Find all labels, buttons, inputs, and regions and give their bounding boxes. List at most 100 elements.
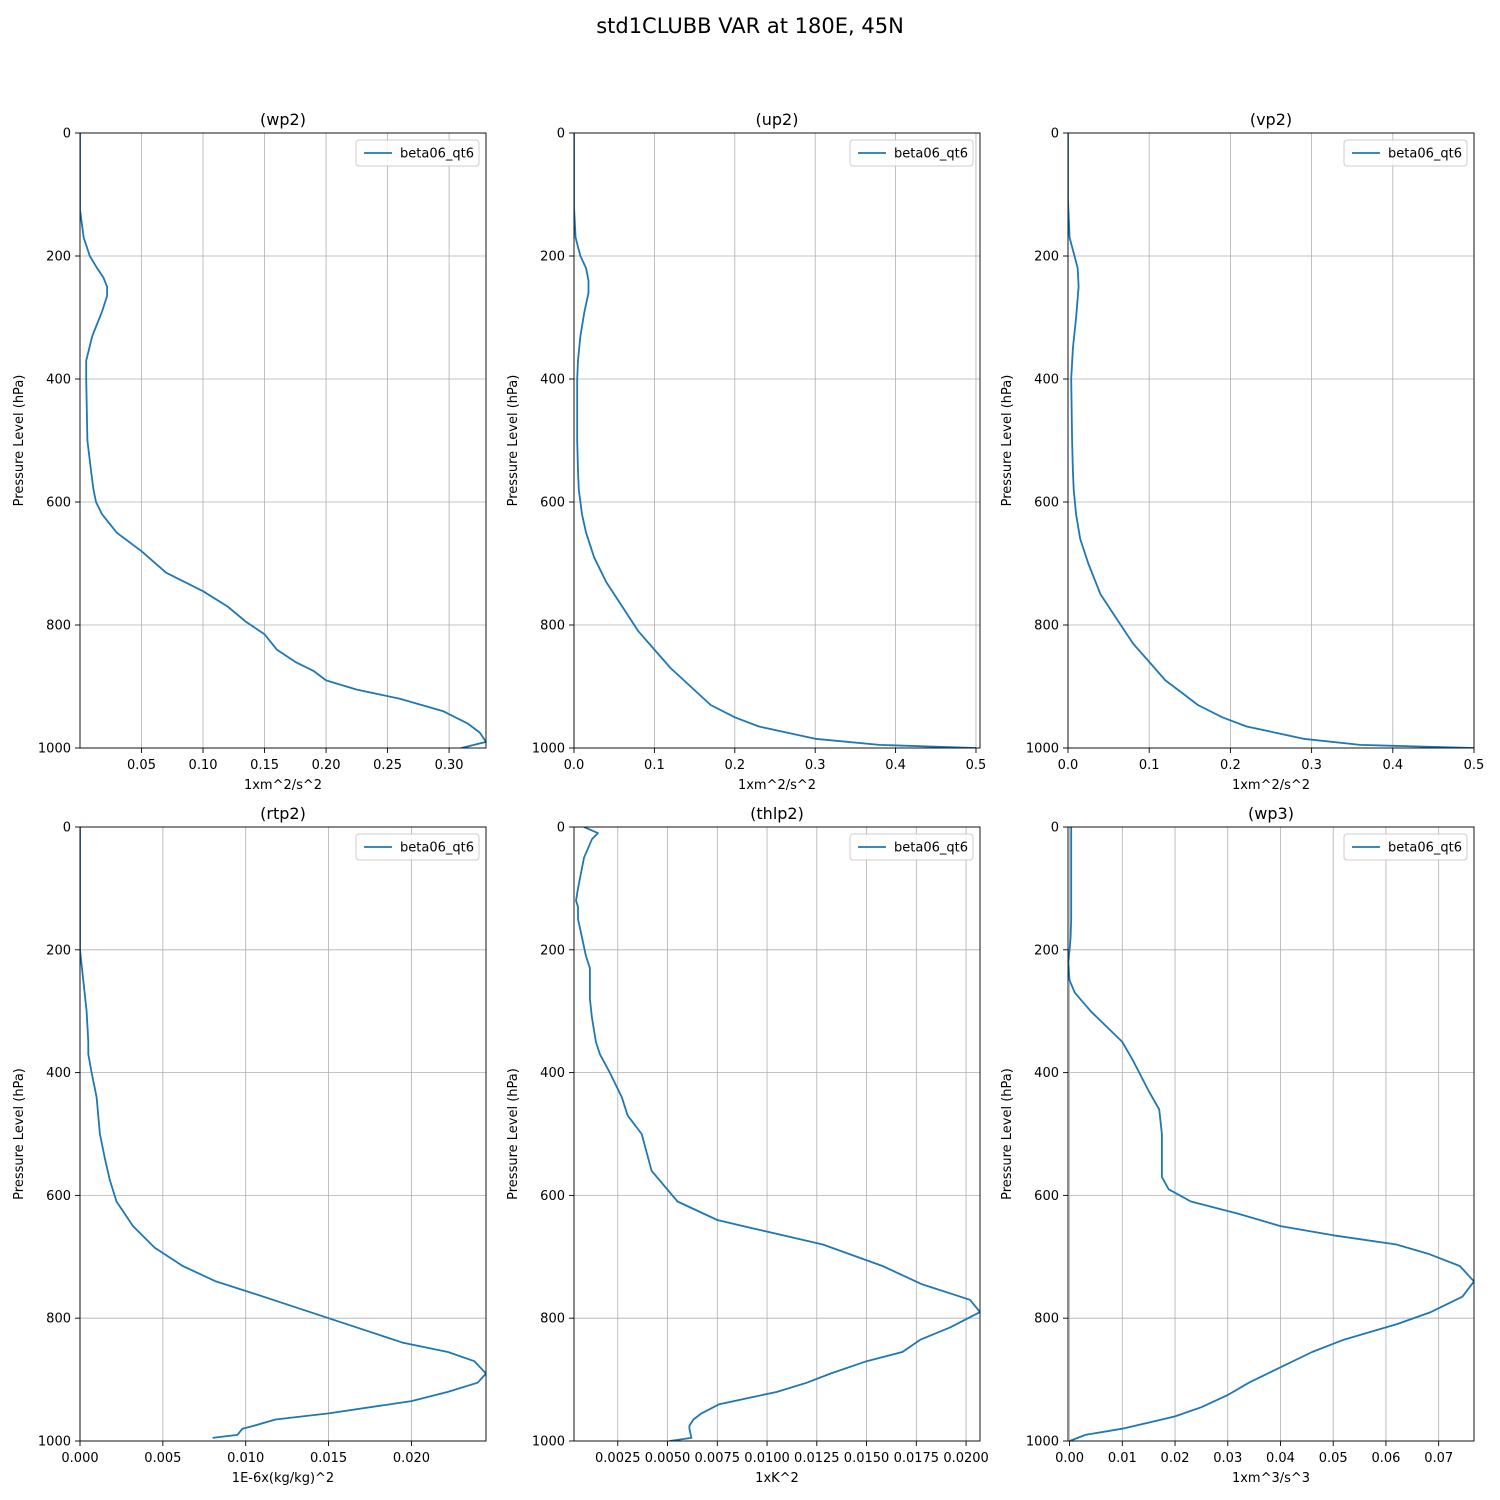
y-tick-label: 0 — [63, 127, 71, 142]
x-tick-label: 0.0175 — [894, 1451, 940, 1466]
y-tick-label: 400 — [540, 373, 565, 388]
y-tick-label: 1000 — [532, 1435, 565, 1450]
x-tick-label: 0.005 — [144, 1451, 181, 1466]
y-tick-label: 0 — [1051, 821, 1059, 836]
legend-entry-label: beta06_qt6 — [400, 841, 474, 856]
x-tick-label: 0.5 — [1464, 758, 1485, 773]
x-tick-label: 0.0050 — [645, 1451, 691, 1466]
x-tick-label: 0.4 — [1382, 758, 1403, 773]
y-tick-label: 400 — [1034, 1066, 1059, 1081]
y-tick-label: 400 — [46, 1066, 71, 1081]
figure-suptitle: std1CLUBB VAR at 180E, 45N — [596, 14, 904, 38]
y-tick-label: 600 — [1034, 496, 1059, 511]
y-tick-label: 600 — [46, 1189, 71, 1204]
y-tick-label: 200 — [1034, 943, 1059, 958]
subplot-title: (wp3) — [1248, 804, 1294, 823]
y-tick-label: 0 — [63, 821, 71, 836]
x-axis-label: 1xm^2/s^2 — [738, 778, 816, 793]
y-tick-label: 1000 — [1026, 742, 1059, 757]
y-axis-label: Pressure Level (hPa) — [506, 375, 521, 507]
legend-box — [849, 139, 974, 167]
y-tick-label: 1000 — [38, 1435, 71, 1450]
series-line-0 — [574, 133, 977, 748]
subplot-1: 0.0 0.1 0.2 0.3 0.4 0.5 0 200 400 600 800 1000 (up2)… — [506, 110, 986, 793]
x-tick-label: 0.3 — [805, 758, 826, 773]
legend: beta06_qt6 — [1343, 833, 1468, 861]
y-tick-label: 200 — [46, 943, 71, 958]
subplot-title: (vp2) — [1250, 110, 1292, 129]
y-tick-label: 400 — [1034, 373, 1059, 388]
y-tick-label: 400 — [46, 373, 71, 388]
subplot-title: (wp2) — [260, 110, 306, 129]
legend: beta06_qt6 — [355, 833, 480, 861]
x-tick-label: 0.2 — [1220, 758, 1241, 773]
axes-frame — [1067, 132, 1475, 749]
x-tick-label: 0.000 — [61, 1451, 98, 1466]
y-tick-label: 600 — [540, 1189, 565, 1204]
x-tick-label: 0.20 — [312, 758, 341, 773]
x-tick-label: 0.25 — [373, 758, 402, 773]
x-tick-label: 0.010 — [227, 1451, 264, 1466]
subplot-title: (thlp2) — [750, 804, 804, 823]
subplot-2: 0.0 0.1 0.2 0.3 0.4 0.5 0 200 400 600 800 1000 (vp2)… — [1000, 110, 1484, 793]
x-tick-label: 0.00 — [1055, 1451, 1084, 1466]
x-tick-label: 0.1 — [1139, 758, 1160, 773]
x-tick-label: 0.06 — [1371, 1451, 1400, 1466]
legend-box — [355, 139, 480, 167]
x-axis-label: 1xK^2 — [755, 1471, 799, 1486]
x-tick-label: 0.0100 — [744, 1451, 790, 1466]
series-line-0 — [1068, 827, 1474, 1441]
legend-entry-label: beta06_qt6 — [400, 147, 474, 162]
x-tick-label: 0.0125 — [794, 1451, 840, 1466]
y-tick-label: 800 — [46, 1312, 71, 1327]
y-tick-label: 600 — [46, 496, 71, 511]
y-tick-label: 800 — [540, 619, 565, 634]
x-tick-label: 0.04 — [1266, 1451, 1295, 1466]
series-line-0 — [80, 827, 486, 1439]
subplot-5: 0.00 0.01 0.02 0.03 0.04 0.05 0.06 0.07 0 200 400 6… — [1000, 804, 1475, 1486]
legend-entry-label: beta06_qt6 — [1388, 147, 1462, 162]
x-tick-label: 0.020 — [393, 1451, 430, 1466]
x-tick-label: 0.0 — [1058, 758, 1079, 773]
legend: beta06_qt6 — [849, 833, 974, 861]
y-tick-label: 400 — [540, 1066, 565, 1081]
x-tick-label: 0.0 — [564, 758, 585, 773]
y-tick-label: 200 — [540, 250, 565, 265]
subplot-title: (up2) — [756, 110, 799, 129]
legend: beta06_qt6 — [355, 139, 480, 167]
x-tick-label: 0.5 — [966, 758, 987, 773]
legend-box — [1343, 139, 1468, 167]
legend-entry-label: beta06_qt6 — [894, 841, 968, 856]
series-line-0 — [1068, 133, 1474, 748]
x-tick-label: 0.30 — [435, 758, 464, 773]
series-line-0 — [80, 133, 486, 748]
x-axis-label: 1E-6x(kg/kg)^2 — [232, 1471, 334, 1486]
x-tick-label: 0.0150 — [844, 1451, 890, 1466]
subplot-title: (rtp2) — [260, 804, 306, 823]
x-tick-label: 0.07 — [1424, 1451, 1453, 1466]
x-axis-label: 1xm^2/s^2 — [244, 778, 322, 793]
legend-box — [1343, 833, 1468, 861]
y-axis-label: Pressure Level (hPa) — [1000, 1068, 1015, 1200]
subplot-3: 0.000 0.005 0.010 0.015 0.020 0 200 400 600 800 10… — [12, 804, 487, 1486]
y-tick-label: 0 — [1051, 127, 1059, 142]
subplot-0: 0.05 0.10 0.15 0.20 0.25 0.30 0 200 400 600 800 100… — [12, 110, 487, 793]
y-tick-label: 600 — [1034, 1189, 1059, 1204]
x-tick-label: 0.2 — [724, 758, 745, 773]
x-tick-label: 0.05 — [1319, 1451, 1348, 1466]
axes-frame — [79, 826, 487, 1442]
x-tick-label: 0.4 — [885, 758, 906, 773]
x-tick-label: 0.05 — [127, 758, 156, 773]
y-axis-label: Pressure Level (hPa) — [12, 1068, 27, 1200]
x-tick-label: 0.10 — [189, 758, 218, 773]
x-tick-label: 0.1 — [644, 758, 665, 773]
y-tick-label: 1000 — [1026, 1435, 1059, 1450]
axes-frame — [573, 132, 981, 749]
y-tick-label: 1000 — [38, 742, 71, 757]
series-line-0 — [575, 827, 980, 1441]
legend-box — [355, 833, 480, 861]
y-tick-label: 800 — [1034, 619, 1059, 634]
x-tick-label: 0.02 — [1161, 1451, 1190, 1466]
y-tick-label: 1000 — [532, 742, 565, 757]
